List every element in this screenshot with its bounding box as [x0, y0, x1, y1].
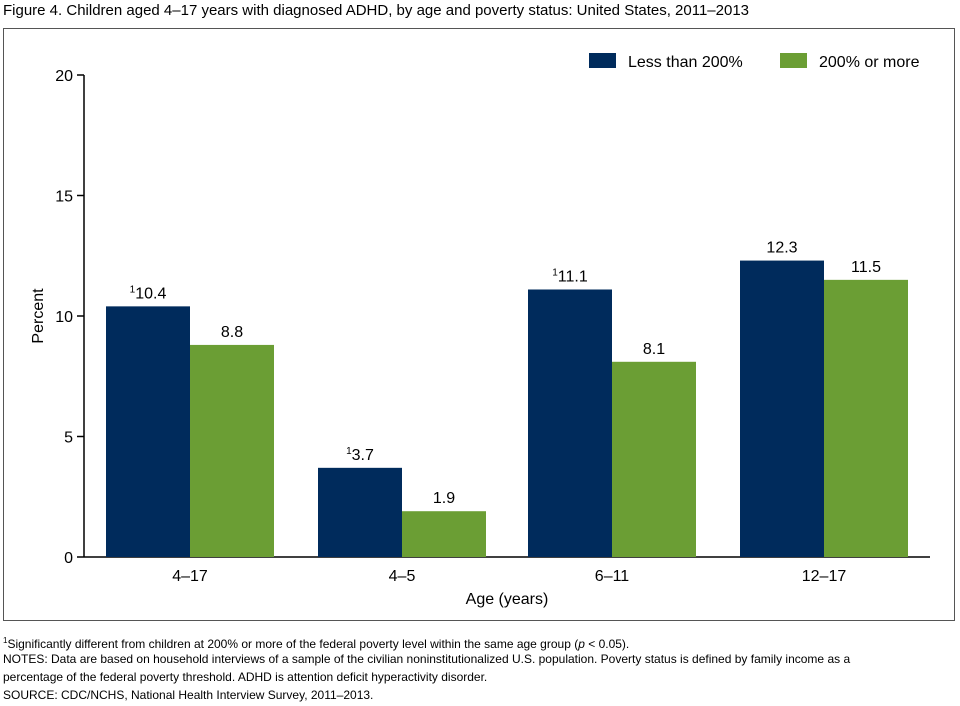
- x-axis-label: Age (years): [466, 591, 549, 608]
- bar-less-than-200: [740, 260, 824, 557]
- data-label: 111.1: [552, 267, 588, 285]
- notes-line-2: percentage of the federal poverty thresh…: [3, 670, 488, 684]
- data-label: 12.3: [766, 240, 797, 257]
- data-label: 1.9: [433, 490, 455, 507]
- notes-line-1: NOTES: Data are based on household inter…: [3, 652, 851, 666]
- bar-200-or-more: [402, 511, 486, 557]
- data-label: 8.8: [221, 324, 243, 341]
- legend-label: Less than 200%: [628, 54, 743, 71]
- x-tick-label: 6–11: [595, 568, 630, 585]
- bar-200-or-more: [612, 361, 696, 557]
- y-tick-label: 5: [64, 430, 73, 447]
- footnote-p: p: [578, 637, 585, 651]
- chart-title: Figure 4. Children aged 4–17 years with …: [3, 2, 750, 19]
- legend-swatch: [589, 53, 616, 68]
- footnote: 1Significantly different from children a…: [3, 633, 629, 652]
- data-label: 11.5: [851, 259, 881, 276]
- bar-200-or-more: [824, 279, 908, 557]
- bar-200-or-more: [190, 344, 274, 557]
- data-label: 8.1: [643, 341, 665, 358]
- legend-swatch: [780, 53, 807, 68]
- footnote-marker: 1: [3, 636, 8, 645]
- bar-less-than-200: [318, 467, 402, 557]
- chart-frame: [3, 28, 955, 621]
- y-tick-label: 10: [55, 309, 73, 326]
- footnote-text: Significantly different from children at…: [7, 637, 579, 651]
- bar-less-than-200: [106, 306, 190, 557]
- data-label: 13.7: [346, 446, 374, 464]
- legend-label: 200% or more: [819, 54, 920, 71]
- y-tick-label: 0: [64, 550, 73, 567]
- x-tick-label: 12–17: [802, 568, 847, 585]
- x-tick-label: 4–17: [172, 568, 208, 585]
- source-note: SOURCE: CDC/NCHS, National Health Interv…: [3, 688, 374, 702]
- footnote-end: < 0.05).: [584, 637, 630, 651]
- y-tick-label: 20: [55, 68, 73, 85]
- x-tick-label: 4–5: [389, 568, 416, 585]
- y-axis-label: Percent: [30, 288, 47, 344]
- bar-less-than-200: [528, 289, 612, 557]
- y-tick-label: 15: [55, 189, 73, 206]
- data-label: 110.4: [130, 284, 167, 302]
